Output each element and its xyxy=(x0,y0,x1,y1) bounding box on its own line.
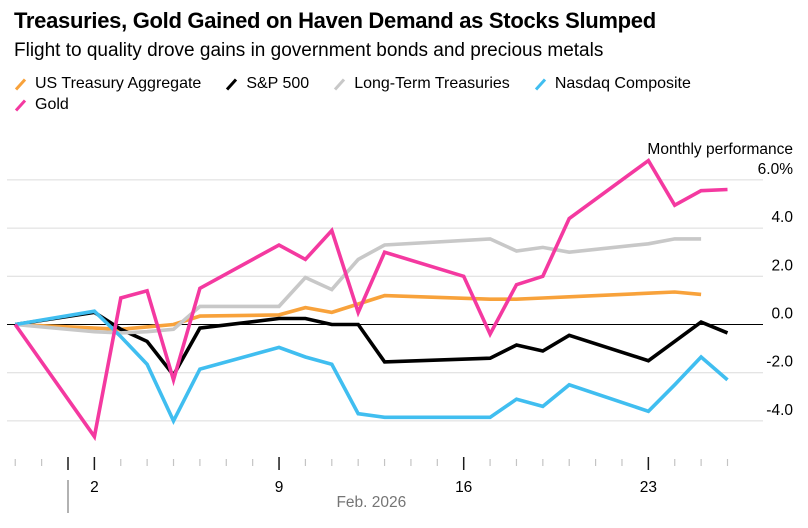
series-lines xyxy=(13,157,729,442)
series-line-nasdaq-composite xyxy=(14,309,729,426)
legend-item-label: S&P 500 xyxy=(246,75,310,93)
y-tick-label: -4.0 xyxy=(766,402,793,419)
y-tick-label: -2.0 xyxy=(766,354,793,371)
legend-row: US Treasury Aggregate S&P 500 Long-Term Tr… xyxy=(14,74,794,94)
legend-item-label: Nasdaq Composite xyxy=(554,75,691,93)
series-line-gold xyxy=(13,157,728,442)
x-axis: 2 9 16 23 Feb. 2026 xyxy=(14,457,729,513)
legend-item-long-term-treasuries[interactable]: Long-Term Treasuries xyxy=(333,74,510,94)
series-color-swatch-icon xyxy=(534,78,546,91)
x-tick-label: 2 xyxy=(90,479,99,496)
legend-item-s-p-500[interactable]: S&P 500 xyxy=(225,74,309,94)
series-color-swatch-icon xyxy=(14,78,27,91)
y-tick-label: 0.0 xyxy=(771,306,793,323)
x-axis-month-label: Feb. 2026 xyxy=(336,494,406,511)
x-tick-label: 16 xyxy=(455,479,472,496)
page-subtitle: Flight to quality drove gains in governm… xyxy=(14,39,604,61)
series-color-swatch-icon xyxy=(334,78,346,91)
y-tick-label: 4.0 xyxy=(771,209,793,226)
y-axis-title: Monthly performance xyxy=(647,141,793,158)
legend-item-label: Long-Term Treasuries xyxy=(354,75,510,93)
legend-row: Gold xyxy=(14,95,794,115)
series-line-s-p-500 xyxy=(14,310,729,379)
legend-item-us-treasury-aggregate[interactable]: US Treasury Aggregate xyxy=(14,74,201,94)
performance-chart: 6.0% 4.0 2.0 0.0 -2.0 -4.0 Monthly performance… xyxy=(7,141,794,513)
x-tick-label: 23 xyxy=(640,479,657,496)
legend-item-gold[interactable]: Gold xyxy=(14,95,69,115)
legend-item-nasdaq-composite[interactable]: Nasdaq Composite xyxy=(534,74,691,94)
series-color-swatch-icon xyxy=(14,99,27,112)
series-line-us-treasury-aggregate xyxy=(15,290,702,332)
page-title: Treasuries, Gold Gained on Haven Demand … xyxy=(14,8,656,33)
y-tick-label: 2.0 xyxy=(771,257,793,274)
legend: US Treasury Aggregate S&P 500 Long-Term Tr… xyxy=(14,74,794,115)
legend-item-label: US Treasury Aggregate xyxy=(35,75,202,93)
legend-item-label: Gold xyxy=(35,96,69,114)
y-tick-label: 6.0% xyxy=(758,161,794,178)
x-tick-label: 9 xyxy=(275,479,284,496)
y-axis: 6.0% 4.0 2.0 0.0 -2.0 -4.0 Monthly performance xyxy=(7,141,794,422)
chart-header: Treasuries, Gold Gained on Haven Demand … xyxy=(0,0,808,140)
series-color-swatch-icon xyxy=(226,78,238,91)
